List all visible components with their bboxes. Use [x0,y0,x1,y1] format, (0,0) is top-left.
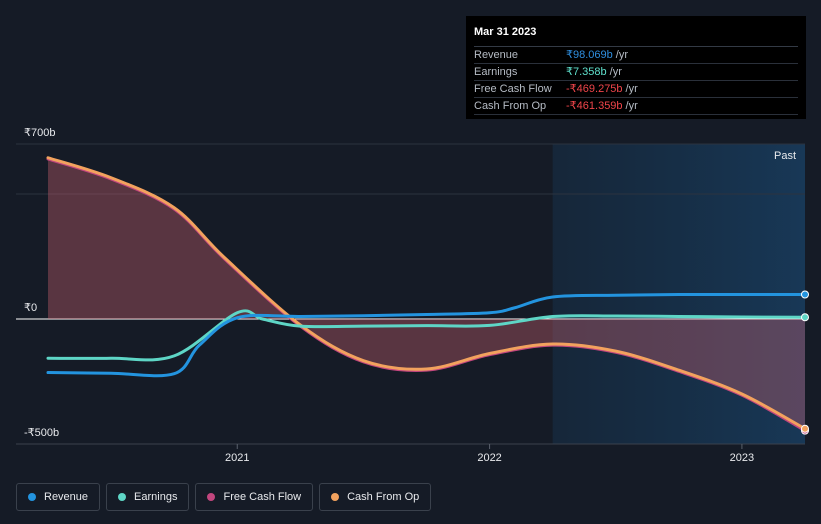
chart-canvas[interactable]: 2021 2022 2023 [0,0,821,470]
area-fills [48,159,805,431]
tooltip-panel: Mar 31 2023 Revenue ₹98.069b /yr Earning… [466,16,806,119]
revenue-dot-icon [28,493,36,501]
tooltip-unit: /yr [625,100,638,112]
tooltip-value: -₹469.275b [566,83,623,95]
y-tick-label-zero: ₹0 [24,302,38,314]
tooltip-value: ₹98.069b [566,49,613,61]
legend-label: Earnings [134,491,178,503]
revenue-line [46,292,807,378]
legend-label: Free Cash Flow [223,491,302,503]
legend: Revenue Earnings Free Cash Flow Cash Fro… [16,483,432,511]
free-cash-flow-dot-icon [207,493,216,501]
free-cash-flow-area [48,159,805,431]
cash-from-op-area [48,159,805,431]
tooltip-label: Cash From Op [474,100,547,112]
earnings-end-marker [801,313,809,322]
earnings-dot-icon [118,493,127,501]
tooltip-row-revenue: Revenue ₹98.069b /yr [474,47,798,64]
tooltip-unit: /yr [615,49,628,61]
past-label: Past [774,150,797,162]
legend-item-revenue[interactable]: Revenue [16,483,101,511]
series-lines [46,156,807,433]
cash-from-op-end-marker [801,424,809,433]
y-tick-label-top: ₹700b [24,127,56,139]
cash-from-op-dot-icon [331,493,340,501]
tooltip-unit: /yr [625,83,638,95]
tooltip-date: Mar 31 2023 [474,25,798,47]
revenue-end-marker [801,290,809,299]
earnings-line [46,309,807,362]
tooltip-label: Revenue [474,49,519,61]
tooltip-label: Earnings [474,66,518,78]
x-tick-label: 2022 [477,452,501,464]
y-tick-label-bottom: -₹500b [24,427,60,439]
legend-item-earnings[interactable]: Earnings [106,483,190,511]
tooltip-label: Free Cash Flow [474,83,552,95]
x-axis-ticks: 2021 2022 2023 [225,444,754,464]
legend-label: Revenue [44,491,89,503]
tooltip-value: ₹7.358b [566,66,607,78]
x-tick-label: 2021 [225,452,249,464]
x-tick-label: 2023 [730,452,754,464]
tooltip-row-free-cash-flow: Free Cash Flow -₹469.275b /yr [474,81,798,98]
legend-label: Cash From Op [347,491,420,503]
tooltip-row-cash-from-op: Cash From Op -₹461.359b /yr [474,98,798,115]
legend-item-free-cash-flow[interactable]: Free Cash Flow [195,483,314,511]
end-markers [801,290,809,435]
cash-from-op-line [46,156,807,431]
tooltip-value: -₹461.359b [566,100,623,112]
tooltip-row-earnings: Earnings ₹7.358b /yr [474,64,798,81]
legend-item-cash-from-op[interactable]: Cash From Op [319,483,432,511]
tooltip-unit: /yr [609,66,622,78]
